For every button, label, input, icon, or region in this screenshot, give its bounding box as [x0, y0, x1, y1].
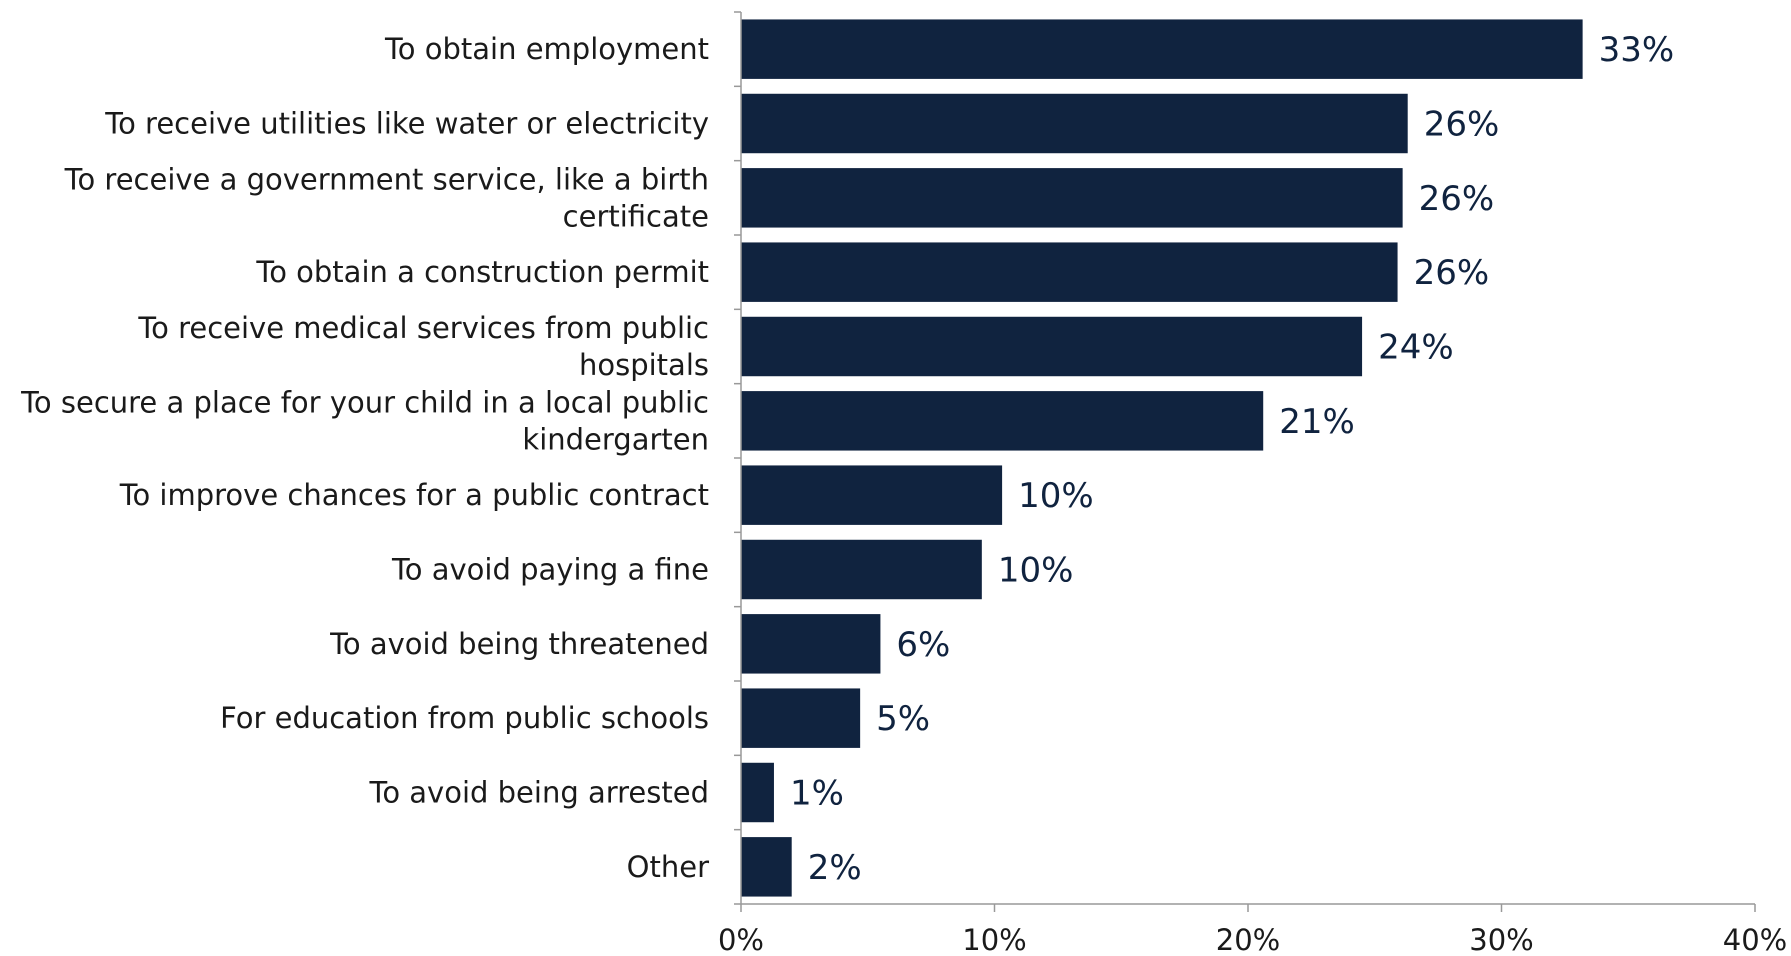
- bar: [741, 242, 1398, 302]
- bar: [741, 688, 861, 748]
- category-label-line: To avoid being arrested: [369, 776, 709, 810]
- category-label-line: Other: [627, 850, 709, 884]
- category-label: To receive utilities like water or elect…: [104, 107, 709, 141]
- category-label: For education from public schools: [220, 701, 709, 735]
- bar: [741, 837, 792, 897]
- x-tick-label: 30%: [1469, 923, 1533, 956]
- category-label: To avoid being arrested: [369, 776, 709, 810]
- category-label: To obtain employment: [384, 32, 709, 66]
- category-label-line: For education from public schools: [220, 701, 709, 735]
- value-label: 26%: [1419, 179, 1495, 219]
- value-label: 24%: [1378, 328, 1454, 368]
- bar: [741, 762, 774, 823]
- category-label: To obtain a construction permit: [255, 255, 709, 289]
- x-tick-label: 10%: [962, 923, 1026, 956]
- category-label: To improve chances for a public contract: [119, 478, 709, 512]
- category-label-line: To obtain employment: [384, 32, 709, 66]
- value-label: 21%: [1279, 402, 1355, 442]
- x-tick-label: 0%: [718, 923, 764, 956]
- category-label-line: To avoid paying a fine: [391, 553, 709, 587]
- x-tick-label: 40%: [1723, 923, 1787, 956]
- value-label: 33%: [1599, 30, 1675, 70]
- x-tick-label: 20%: [1216, 923, 1280, 956]
- category-label-line: To avoid being threatened: [329, 627, 709, 661]
- category-label: To avoid paying a fine: [391, 553, 709, 587]
- category-label-line: To obtain a construction permit: [255, 255, 709, 289]
- bar: [741, 614, 881, 674]
- category-label-line: To receive utilities like water or elect…: [104, 107, 709, 141]
- category-label-line: hospitals: [579, 348, 709, 382]
- value-label: 26%: [1414, 253, 1490, 293]
- value-label: 2%: [808, 848, 862, 888]
- value-label: 1%: [790, 774, 844, 814]
- value-label: 10%: [998, 551, 1074, 591]
- bar: [741, 316, 1363, 377]
- bar: [741, 168, 1403, 228]
- category-label: Other: [627, 850, 709, 884]
- axes-group: 0% 10% 20% 30% 40%: [718, 11, 1787, 956]
- value-label: 26%: [1424, 105, 1500, 145]
- value-label: 5%: [876, 699, 930, 739]
- category-label: To secure a place for your child in a lo…: [20, 385, 709, 456]
- bars-group: [741, 19, 1583, 897]
- bar: [741, 539, 982, 600]
- category-label-line: To receive a government service, like a …: [64, 162, 709, 196]
- value-label: 6%: [896, 625, 950, 665]
- category-label-line: To improve chances for a public contract: [119, 478, 709, 512]
- bar: [741, 93, 1408, 154]
- category-label-line: To receive medical services from public: [137, 311, 709, 345]
- category-labels-group: To obtain employment To receive utilities…: [20, 32, 709, 884]
- category-label-line: To secure a place for your child in a lo…: [20, 385, 709, 419]
- category-label-line: certificate: [563, 199, 709, 233]
- bar: [741, 465, 1003, 525]
- category-label: To avoid being threatened: [329, 627, 709, 661]
- bar: [741, 391, 1264, 451]
- category-label-line: kindergarten: [522, 422, 709, 456]
- value-labels-group: 33% 26% 26% 26% 24% 21% 10% 10% 6% 5% 1% 2%: [790, 30, 1674, 888]
- bar: [741, 19, 1583, 79]
- category-label: To receive medical services from public h…: [137, 311, 709, 382]
- category-label: To receive a government service, like a …: [64, 162, 709, 233]
- value-label: 10%: [1018, 476, 1094, 516]
